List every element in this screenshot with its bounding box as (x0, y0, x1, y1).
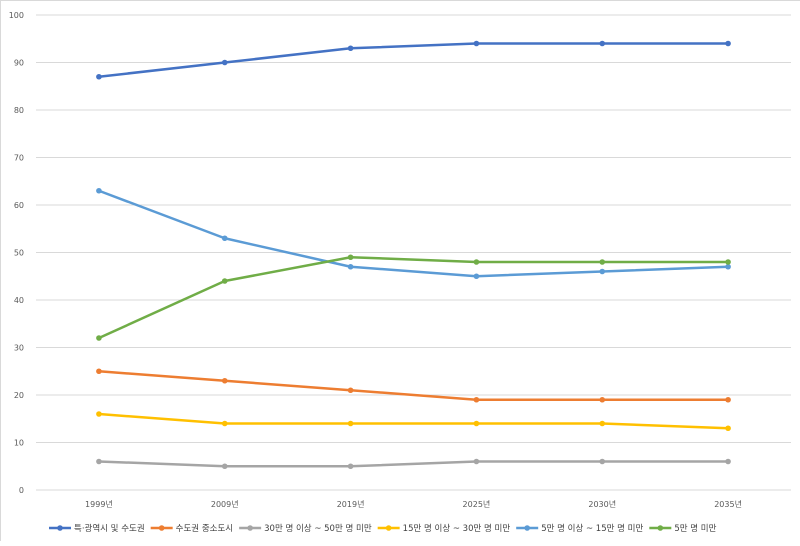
legend-item-1[interactable]: 특·광역시 및 수도권 (49, 523, 145, 534)
data-point (473, 40, 480, 47)
data-point (725, 396, 731, 403)
y-tick-label: 50 (14, 249, 24, 258)
data-point (599, 458, 606, 465)
data-point (347, 263, 354, 270)
data-point (725, 263, 731, 270)
data-point (599, 259, 606, 265)
data-point (599, 268, 606, 275)
data-point (347, 387, 354, 394)
data-point (473, 259, 480, 265)
y-tick-label: 70 (14, 154, 24, 163)
data-point (599, 420, 606, 427)
legend-item-3[interactable]: 30만 명 이상 ~ 50만 명 미만 (239, 523, 372, 534)
series-line (97, 370, 730, 401)
x-tick-label: 2030년 (588, 499, 616, 509)
series-4 (96, 411, 731, 432)
data-point (221, 463, 228, 470)
legend-item-4[interactable]: 15만 명 이상 ~ 30만 명 미만 (377, 523, 511, 534)
y-tick-label: 60 (14, 201, 24, 210)
data-point (221, 377, 228, 384)
data-point (96, 335, 102, 341)
legend-swatch-marker (524, 525, 530, 531)
series-line (97, 256, 730, 340)
data-point (725, 259, 731, 265)
legend-label: 30만 명 이상 ~ 50만 명 미만 (264, 523, 372, 534)
data-point (96, 368, 102, 375)
series-line (97, 460, 730, 468)
data-point (725, 458, 731, 465)
data-point (96, 411, 102, 417)
y-tick-label: 90 (14, 59, 24, 68)
data-point (221, 278, 228, 284)
x-axis-ticks: 1999년 2009년 2019년 2025년 2030년 2035년 (85, 499, 742, 509)
y-tick-label: 20 (14, 391, 24, 400)
legend-swatch-marker (247, 525, 253, 531)
y-tick-label: 10 (14, 439, 24, 448)
data-point (347, 254, 354, 261)
gridlines (36, 14, 791, 491)
x-tick-label: 2009년 (211, 499, 239, 509)
data-point (347, 45, 354, 52)
y-tick-label: 30 (14, 344, 24, 353)
data-point (96, 187, 102, 194)
legend-swatch-marker (57, 525, 63, 531)
x-tick-label: 2035년 (714, 499, 742, 509)
data-point (473, 420, 480, 427)
data-point (221, 420, 228, 427)
legend-label: 5만 명 미만 (674, 523, 716, 534)
data-point (725, 425, 731, 432)
legend-swatch-marker (385, 525, 392, 531)
series-5 (96, 187, 731, 280)
data-point (347, 420, 354, 427)
series-1 (96, 40, 731, 80)
legend-item-2[interactable]: 수도권 중소도시 (150, 523, 233, 534)
data-point (221, 235, 228, 242)
legend-label: 15만 명 이상 ~ 30만 명 미만 (403, 523, 511, 534)
data-point (96, 73, 102, 80)
series-6 (96, 254, 731, 341)
data-point (599, 40, 606, 47)
series-line (97, 189, 730, 278)
data-point (473, 396, 480, 403)
data-point (473, 273, 480, 280)
legend-label: 특·광역시 및 수도권 (74, 523, 145, 534)
data-point (96, 458, 102, 465)
x-tick-label: 2025년 (463, 499, 491, 509)
y-axis-ticks: 0 10 20 30 40 50 60 70 80 90 100 (9, 11, 24, 495)
legend-swatch-marker (657, 525, 664, 531)
legend[interactable]: 특·광역시 및 수도권 수도권 중소도시 30만 명 이상 ~ 50만 명 미만 15… (49, 523, 717, 534)
legend-label: 5만 명 이상 ~ 15만 명 미만 (541, 523, 643, 534)
data-point (473, 458, 480, 465)
y-tick-label: 40 (14, 296, 24, 305)
series-line (97, 42, 730, 78)
data-point (347, 463, 354, 470)
legend-item-5[interactable]: 5만 명 이상 ~ 15만 명 미만 (516, 523, 643, 534)
data-point (725, 40, 731, 47)
y-tick-label: 80 (14, 106, 24, 115)
x-tick-label: 2019년 (337, 499, 365, 509)
data-point (599, 396, 606, 403)
series-line (97, 412, 730, 430)
y-tick-label: 100 (9, 11, 24, 20)
legend-swatch-marker (158, 525, 165, 531)
series-3 (96, 458, 731, 470)
legend-item-6[interactable]: 5만 명 미만 (649, 523, 717, 534)
data-point (221, 59, 228, 66)
series-lines (96, 40, 731, 470)
legend-label: 수도권 중소도시 (176, 523, 233, 534)
y-tick-label: 0 (19, 486, 24, 495)
series-2 (96, 368, 731, 403)
x-tick-label: 1999년 (85, 499, 113, 509)
